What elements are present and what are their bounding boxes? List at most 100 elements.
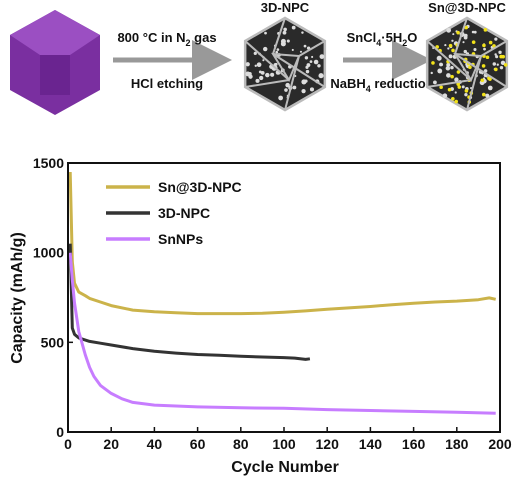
pore-dot (448, 54, 453, 59)
legend-label: 3D-NPC (158, 205, 210, 221)
sn-dot (456, 30, 460, 35)
pore-dot (285, 82, 290, 88)
pore-dot (499, 65, 504, 70)
sn-npc-particle (425, 16, 509, 112)
chart: Cycle Number Capacity (mAh/g) 0 20 40 60 80 1… (9, 155, 512, 476)
sn-dot (503, 63, 508, 67)
data-line (68, 243, 311, 361)
particle-edge (454, 17, 468, 55)
sn-dot (501, 54, 506, 59)
y-tick-label: 500 (41, 334, 65, 350)
step2-top: SnCl4·5H2O (347, 30, 418, 48)
pore-dot (454, 91, 457, 94)
data-line (68, 252, 496, 415)
pore-dot (275, 50, 279, 54)
pore-dot (299, 50, 303, 53)
pore-dot (254, 64, 257, 67)
x-tick-label: 100 (272, 436, 296, 452)
pore-dot (283, 27, 287, 32)
pore-dot (447, 47, 450, 50)
particle-edge (427, 79, 472, 88)
sn-dot (485, 55, 490, 60)
pore-dot (264, 31, 267, 35)
sn-dot (480, 78, 485, 83)
pore-dot (318, 73, 324, 79)
pore-dot (309, 87, 315, 92)
particle-edge (298, 40, 326, 57)
pore-dot (442, 93, 448, 99)
pore-dot (260, 71, 265, 75)
crystal-face (40, 55, 70, 95)
pore-dot (446, 62, 451, 67)
y-axis-label: Capacity (mAh/g) (9, 232, 26, 364)
crystal-face (10, 10, 100, 55)
pore-dot (317, 64, 321, 68)
step1-top: 800 °C in N2 gas (117, 30, 216, 48)
sn-dot (457, 85, 462, 89)
sn-dot (482, 43, 486, 48)
step1-bottom: HCl etching (131, 76, 203, 91)
sn-dot (483, 28, 488, 32)
pore-dot (444, 44, 447, 47)
pore-dot (464, 92, 468, 97)
particle-edge (453, 52, 483, 83)
pore-dot (305, 69, 310, 74)
x-tick-label: 80 (233, 436, 249, 452)
particle-edge (272, 17, 286, 55)
pore-dot (500, 60, 506, 66)
sn-dot (439, 85, 443, 90)
sn-dot (494, 67, 498, 72)
x-tick-label: 60 (190, 436, 206, 452)
pore-dot (304, 79, 308, 83)
pore-dot (306, 63, 311, 67)
y-tick-label: 1000 (33, 245, 64, 261)
pore-dot (463, 49, 468, 54)
pore-dot (301, 89, 306, 94)
particle-edge (245, 79, 290, 88)
pore-dot (462, 41, 465, 44)
pore-dot (319, 54, 325, 59)
sn-dot (431, 61, 435, 65)
pore-dot (463, 33, 468, 38)
step2-bottom: NaBH4 reduction (330, 76, 433, 94)
sn-dot (481, 64, 486, 68)
pore-dot (262, 59, 265, 62)
pore-dot (436, 55, 442, 61)
pore-dot (291, 25, 296, 30)
pore-dot (430, 71, 433, 75)
pore-dot (245, 62, 250, 67)
pore-dot (498, 50, 502, 54)
x-tick-label: 140 (359, 436, 383, 452)
pore-dot (270, 72, 275, 77)
pore-dot (282, 30, 287, 35)
pore-dot (433, 80, 437, 85)
x-tick-label: 160 (402, 436, 426, 452)
particle-edge (284, 55, 300, 111)
pore-dot (494, 37, 498, 41)
y-tick-label: 1500 (33, 155, 64, 171)
sn-dot (454, 99, 459, 104)
pore-dot (255, 78, 260, 83)
sn-dot (468, 65, 472, 70)
pore-dot (280, 38, 286, 44)
sn-dot (464, 25, 468, 30)
sn-dot (451, 48, 455, 53)
sn-dot (488, 40, 493, 45)
pore-dot (492, 62, 497, 66)
sn-dot (448, 43, 453, 48)
legend-label: SnNPs (158, 231, 203, 247)
pore-dot (303, 44, 307, 48)
pore-dot (309, 60, 313, 64)
pore-dot (485, 75, 488, 78)
sn-dot (471, 40, 476, 44)
sn-dot (481, 92, 486, 97)
pore-dot (461, 85, 465, 89)
particle-edge (272, 53, 326, 88)
pore-dot (487, 85, 493, 91)
pore-dot (494, 53, 497, 56)
sn-dot (451, 96, 455, 101)
pore-dot (301, 31, 304, 34)
x-tick-label: 120 (316, 436, 340, 452)
pore-dot (292, 85, 297, 90)
